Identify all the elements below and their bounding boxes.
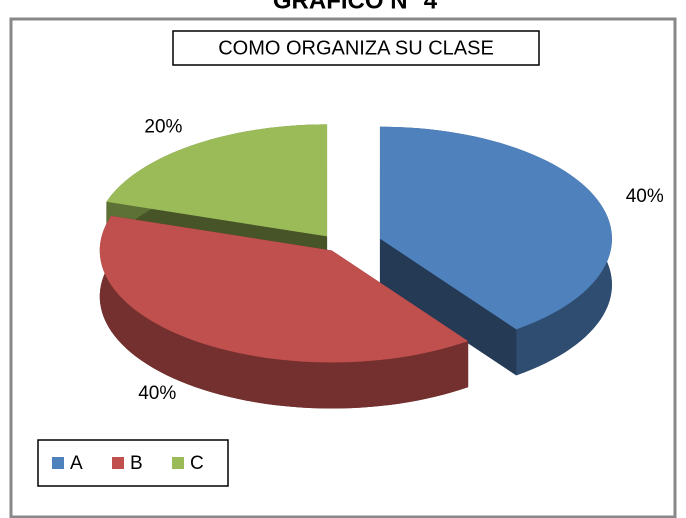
legend-swatch [172, 457, 184, 469]
title-box [172, 30, 540, 66]
slice [106, 124, 328, 237]
legend-label: C [190, 453, 204, 474]
data-label: 40% [138, 383, 176, 404]
slice-outer-wall [99, 215, 469, 409]
data-label: 20% [144, 117, 182, 138]
slice-radial-wall [379, 238, 517, 376]
legend-label: A [70, 453, 83, 474]
legend-label: B [130, 453, 143, 474]
legend-swatch [52, 457, 64, 469]
chart-title: COMO ORGANIZA SU CLASE [218, 37, 494, 59]
slice [379, 126, 612, 330]
legend-swatch [112, 457, 124, 469]
chart-heading: GRÁFICO N° 4 [273, 0, 438, 14]
slice [99, 215, 469, 363]
legend-box [37, 439, 229, 487]
data-label: 40% [626, 186, 664, 207]
